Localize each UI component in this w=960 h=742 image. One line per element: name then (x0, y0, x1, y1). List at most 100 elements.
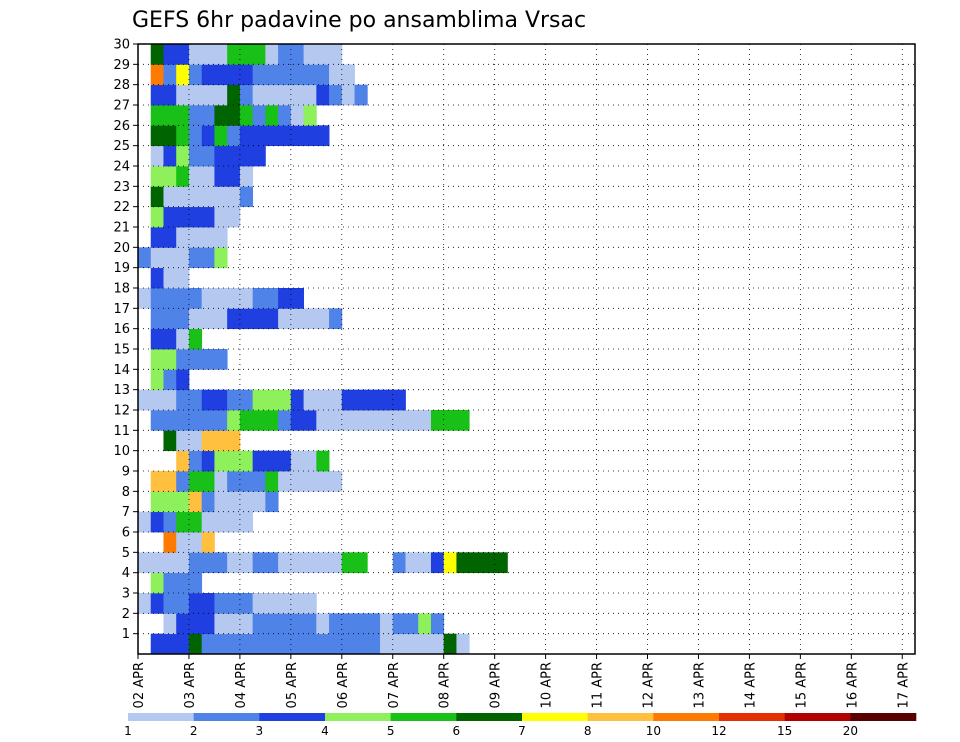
heatmap-cell (239, 166, 254, 187)
y-tick-label: 7 (122, 505, 130, 520)
heatmap-cell (303, 389, 343, 411)
heatmap-cell (163, 125, 177, 147)
heatmap-cell (341, 552, 368, 574)
heatmap-cell (163, 613, 177, 635)
heatmap-cell (150, 328, 177, 350)
heatmap-cell (290, 105, 304, 126)
heatmap-cell (150, 349, 177, 370)
heatmap-cell (316, 84, 330, 106)
y-tick-label: 10 (113, 444, 130, 459)
y-tick-label: 9 (122, 465, 130, 480)
x-tick-label: 05 APR (285, 662, 300, 708)
heatmap-cell (214, 593, 254, 614)
heatmap-cell (239, 410, 279, 431)
heatmap-cell (150, 471, 177, 492)
heatmap-cell (176, 84, 228, 106)
y-tick-label: 23 (113, 180, 130, 195)
x-tick-label: 14 APR (743, 662, 758, 708)
heatmap-cell (201, 633, 292, 655)
heatmap-cell (239, 186, 254, 208)
heatmap-cell (290, 389, 304, 411)
heatmap-cell (214, 145, 241, 167)
x-tick-label: 07 APR (387, 662, 402, 708)
colorbar-label: 10 (646, 724, 661, 738)
heatmap-cell (252, 613, 317, 635)
heatmap-cell (341, 64, 355, 86)
colorbar-label: 20 (843, 724, 858, 738)
colorbar-label: 4 (321, 724, 329, 738)
heatmap-cell (214, 105, 241, 126)
heatmap-cell (252, 593, 266, 614)
colorbar-label: 12 (711, 724, 726, 738)
heatmap-cell (341, 84, 355, 106)
heatmap-cell (176, 267, 190, 289)
colorbar-swatch (193, 713, 260, 721)
heatmap-cell (405, 552, 432, 574)
y-tick-label: 13 (113, 383, 130, 398)
y-tick-label: 2 (122, 607, 130, 622)
heatmap-cell (150, 410, 190, 431)
heatmap-cell (214, 450, 254, 472)
heatmap-cell (150, 186, 164, 208)
heatmap-cell (201, 186, 215, 208)
y-tick-label: 1 (122, 627, 130, 642)
heatmap-cell (201, 389, 228, 411)
heatmap-cell (290, 450, 317, 472)
heatmap-cell (176, 511, 203, 533)
heatmap-cell (176, 532, 203, 553)
heatmap-cell (252, 84, 317, 106)
y-tick-label: 24 (113, 160, 130, 175)
heatmap-cell (405, 410, 432, 431)
heatmap-cell (430, 552, 445, 574)
heatmap-cell (163, 44, 190, 65)
heatmap-cell (265, 491, 279, 513)
colorbar-label: 8 (584, 724, 592, 738)
heatmap-cell (163, 267, 177, 289)
y-tick-label: 11 (113, 424, 130, 439)
y-tick-label: 25 (113, 139, 130, 154)
heatmap-cell (265, 471, 279, 492)
heatmap-cell (176, 471, 190, 492)
heatmap-cell (163, 186, 203, 208)
heatmap-cell (354, 84, 368, 106)
heatmap-cell (316, 450, 330, 472)
heatmap-cell (188, 247, 215, 269)
heatmap-cell (214, 471, 228, 492)
colorbar-swatch (390, 713, 457, 721)
heatmap-cell (316, 410, 406, 431)
heatmap-cell (265, 64, 330, 86)
colorbar-swatch (719, 713, 785, 721)
heatmap-cell (214, 166, 241, 187)
heatmap-cell (150, 227, 177, 248)
y-tick-label: 17 (113, 302, 130, 317)
x-tick-label: 15 APR (794, 662, 809, 708)
colorbar-label: 6 (453, 724, 461, 738)
heatmap-cell (150, 247, 190, 269)
heatmap-cell (138, 593, 152, 614)
heatmap-cell (176, 430, 203, 452)
heatmap-cell (201, 44, 228, 65)
heatmap-cell (201, 450, 215, 472)
heatmap-cell (278, 288, 304, 309)
heatmap-cell (239, 125, 279, 147)
chart-title: GEFS 6hr padavine po ansamblima Vrsac (132, 8, 586, 33)
heatmap-cell (227, 44, 266, 65)
heatmap-cell (278, 410, 292, 431)
y-tick-label: 16 (113, 322, 130, 337)
heatmap-cell (380, 613, 394, 635)
heatmap-cell (201, 64, 254, 86)
y-tick-label: 18 (113, 282, 130, 297)
heatmap-cell (188, 633, 203, 655)
heatmap-cell (201, 227, 228, 248)
heatmap-cell (329, 64, 343, 86)
heatmap-cell (150, 389, 164, 411)
heatmap-cell (456, 552, 508, 574)
heatmap-cell (290, 633, 381, 655)
heatmap-cell (227, 389, 254, 411)
heatmap-cells (138, 44, 508, 655)
heatmap-cell (303, 105, 317, 126)
heatmap-cell (239, 145, 266, 167)
colorbar-swatch (522, 713, 588, 721)
heatmap-cell (188, 44, 203, 65)
colorbar-swatch (325, 713, 391, 721)
